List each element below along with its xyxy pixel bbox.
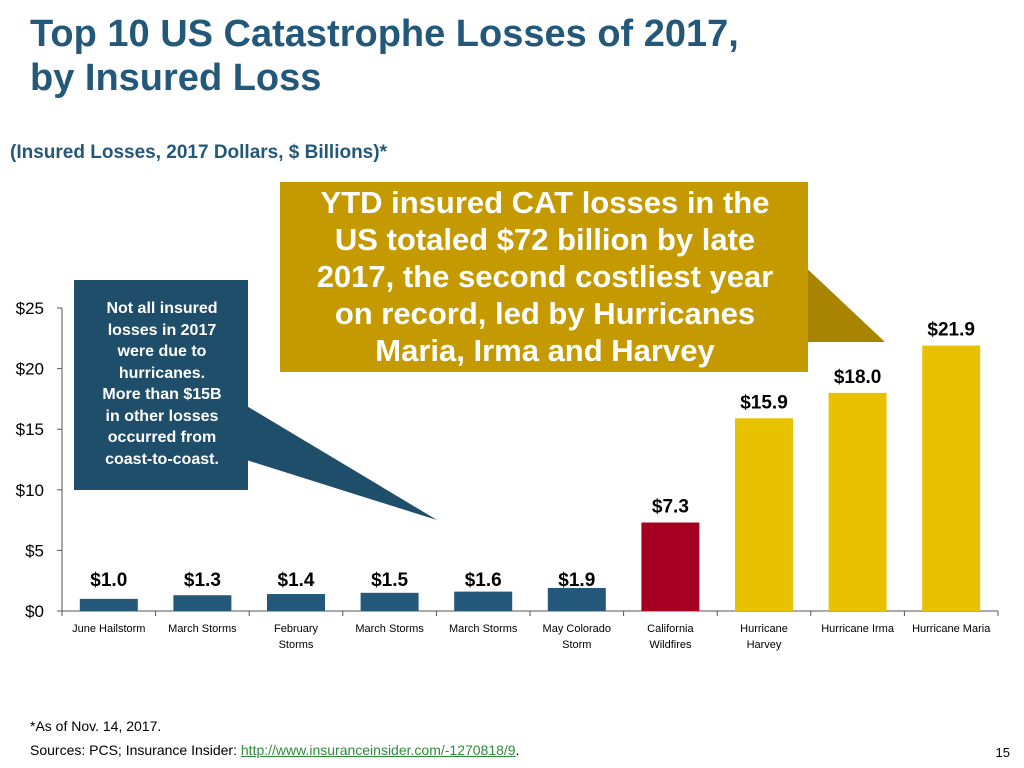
callout-left-line: were due to (117, 343, 207, 360)
bar (454, 591, 513, 611)
bar (360, 592, 419, 611)
bar (267, 594, 325, 611)
page-number: 15 (995, 745, 1010, 760)
callout-top-line: US totaled $72 billion by late (334, 222, 756, 257)
callout-top-line: YTD insured CAT losses in the (320, 185, 770, 220)
callout-left-line: hurricanes. (118, 364, 206, 382)
callout-left-text: Not all insured losses in 2017 were due … (78, 298, 246, 470)
data-label: $15.9 (740, 392, 788, 413)
category-label: Storms (279, 639, 314, 651)
bar (922, 345, 981, 611)
sources-link[interactable]: http://www.insuranceinsider.com/-1270818… (240, 742, 516, 758)
slide-title: Top 10 US Catastrophe Losses of 2017, by… (30, 12, 930, 100)
y-tick-label: $10 (16, 481, 44, 500)
data-label: $1.0 (90, 570, 127, 591)
category-label: Hurricane (740, 623, 788, 635)
category-label: Wildfires (649, 639, 692, 651)
callout-top-pointer (800, 262, 885, 342)
bar (641, 522, 700, 611)
axes: $0 $5 $10 $15 $20 $25 (16, 299, 999, 621)
sources-prefix: Sources: PCS; Insurance Insider: (30, 742, 241, 758)
data-label: $1.3 (184, 570, 221, 591)
bar (547, 587, 606, 611)
callout-left-box (74, 280, 248, 490)
category-label: Storm (562, 639, 591, 651)
callout-left-line: Not all insured (106, 300, 218, 317)
y-tick-label: $25 (16, 299, 44, 318)
footnote-asof: *As of Nov. 14, 2017. (30, 718, 162, 734)
data-label: $18.0 (834, 367, 882, 388)
callout-left-pointer (240, 402, 437, 520)
callout-left-line: coast-to-coast. (105, 450, 219, 468)
y-tick-label: $15 (16, 420, 44, 439)
bar-chart: $0$5$10$15$20$25 $1.0 $1.3 $1.4 $1.5 $1.6 $1.… (16, 182, 999, 651)
category-label: June Hailstorm (72, 623, 145, 635)
category-label: March Storms (355, 623, 424, 635)
data-label: $1.9 (558, 570, 595, 591)
y-tick-label: $20 (16, 360, 44, 379)
category-label: May Colorado (543, 623, 611, 635)
data-label: $1.6 (465, 570, 502, 591)
category-label: March Storms (168, 623, 237, 635)
category-labels: June Hailstorm March Storms February Storms… (72, 623, 991, 651)
bar (79, 598, 138, 611)
slide-title-line-1: Top 10 US Catastrophe Losses of 2017, (30, 13, 739, 55)
callout-left-line: occurred from (107, 429, 217, 446)
data-label: $1.4 (278, 570, 315, 591)
bar (828, 392, 887, 611)
category-label: February (274, 623, 319, 635)
category-label: Hurricane Maria (912, 623, 991, 635)
callout-top-box (280, 182, 808, 372)
category-label: March Storms (449, 623, 518, 635)
data-label: $7.3 (652, 497, 689, 518)
callout-top-line: 2017, the second costliest year (316, 259, 774, 294)
slide-title-line-2: by Insured Loss (30, 57, 322, 99)
sources-suffix: . (515, 742, 520, 758)
callout-left-line: More than $15B (102, 386, 222, 403)
y-tick-label: $5 (25, 541, 44, 560)
category-label: Harvey (747, 639, 782, 651)
footnote-sources: Sources: PCS; Insurance Insider: http://… (30, 742, 519, 758)
callout-top-text: YTD insured CAT losses in the US totaled… (282, 184, 808, 369)
callout-shapes (74, 182, 885, 520)
y-tick-label: $0 (25, 602, 44, 621)
callout-top-line: on record, led by Hurricanes (334, 296, 756, 331)
data-label: $1.5 (371, 570, 408, 591)
bar (735, 418, 793, 611)
callout-left-line: in other losses (105, 407, 219, 425)
category-label: California (647, 623, 694, 635)
callout-top-line: Maria, Irma and Harvey (375, 333, 715, 368)
data-labels: $1.0 $1.3 $1.4 $1.5 $1.6 $1.9 $7.3 $15.9 $18.0 $2… (90, 320, 975, 591)
chart-subtitle: (Insured Losses, 2017 Dollars, $ Billion… (10, 142, 387, 163)
bar (173, 595, 232, 611)
callout-left-line: losses in 2017 (107, 321, 217, 339)
bars (79, 345, 981, 611)
data-label: $21.9 (927, 320, 975, 341)
category-label: Hurricane Irma (821, 623, 895, 635)
